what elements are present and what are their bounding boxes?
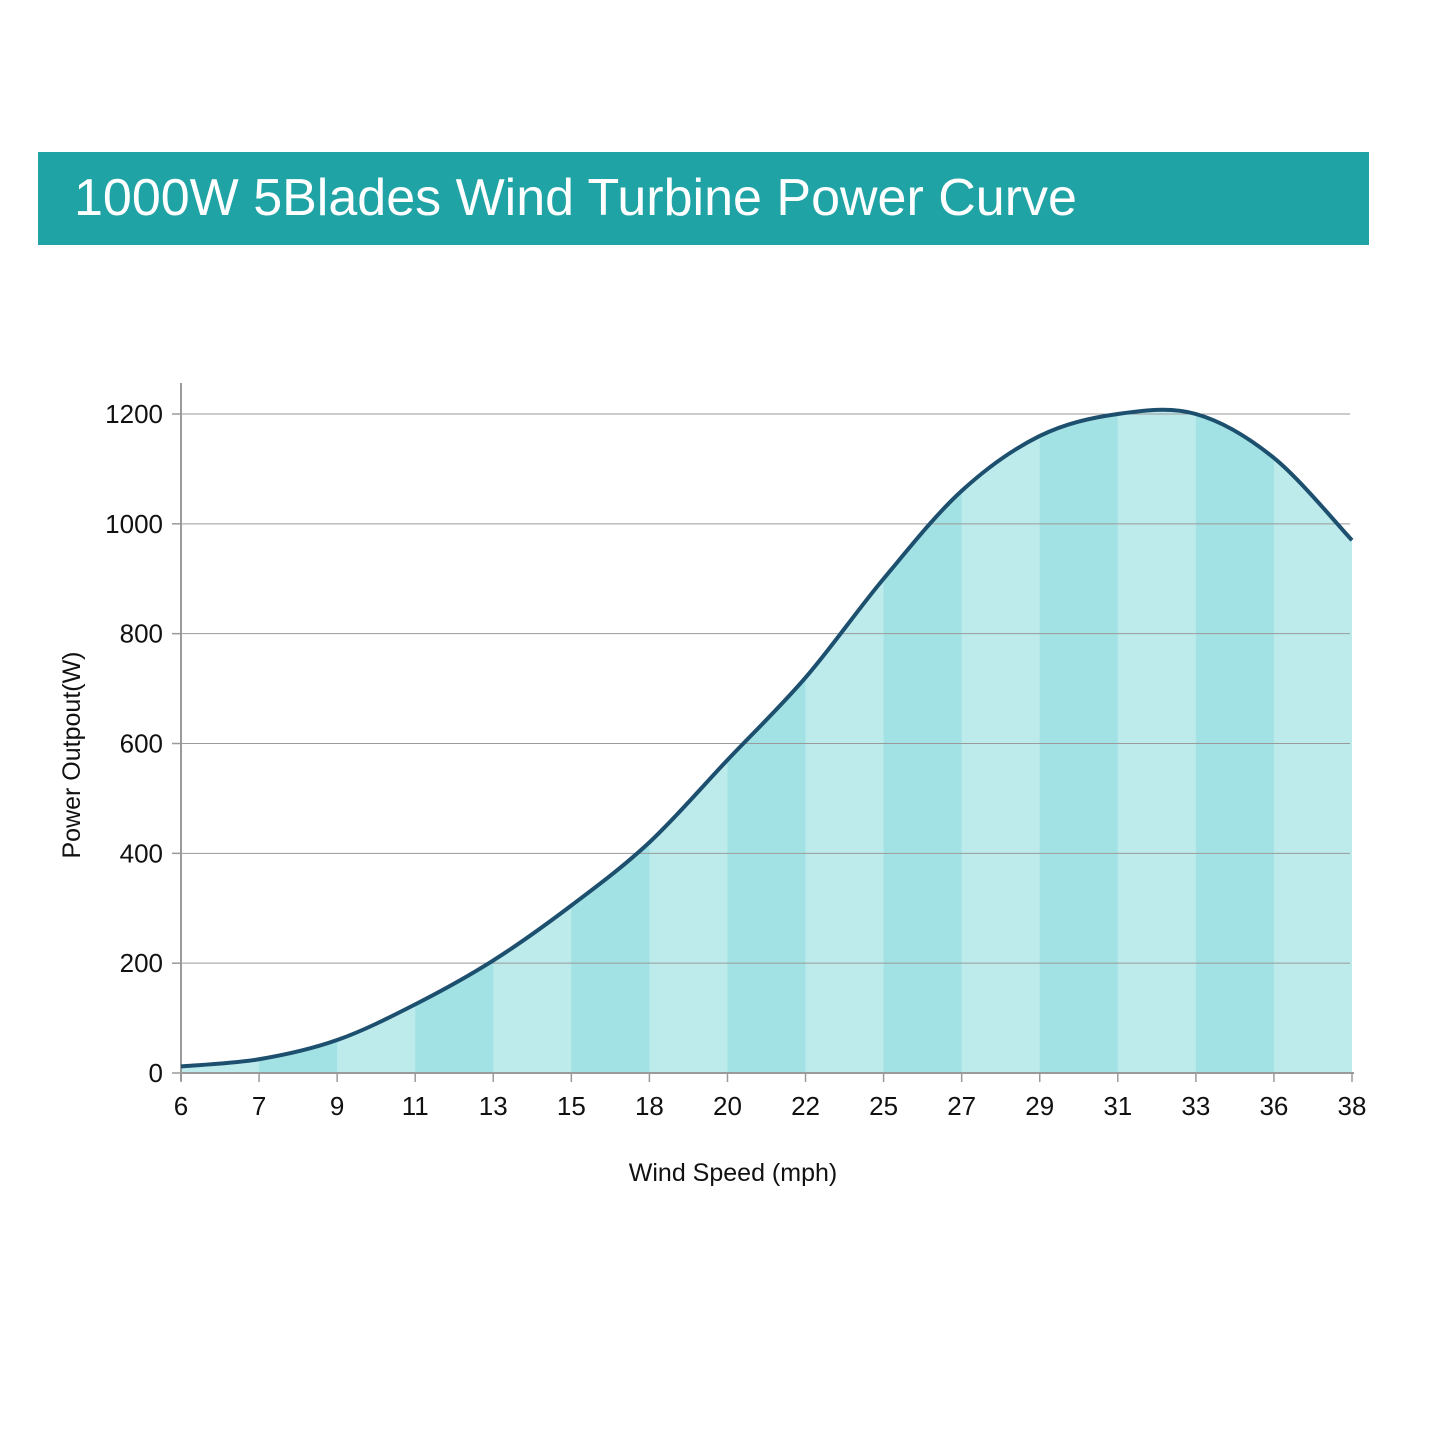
x-tick-label: 33 xyxy=(1181,1091,1210,1121)
area-bands xyxy=(181,409,1352,1073)
area-band xyxy=(649,409,728,1073)
x-tick-label: 9 xyxy=(330,1091,344,1121)
x-tick-label: 15 xyxy=(557,1091,586,1121)
x-tick-label: 11 xyxy=(402,1091,429,1121)
y-tick-labels: 0 200 400 600 800 1000 1200 xyxy=(105,399,163,1088)
x-tick-labels: 6 7 9 11 13 15 18 20 22 25 27 29 31 33 36 38 xyxy=(174,1091,1367,1121)
y-tick-label: 400 xyxy=(120,838,163,868)
area-band xyxy=(1039,409,1119,1073)
x-tick-label: 18 xyxy=(635,1091,664,1121)
area-band xyxy=(181,409,260,1073)
x-tick-label: 36 xyxy=(1259,1091,1288,1121)
x-tick-label: 6 xyxy=(174,1091,188,1121)
x-tick-label: 22 xyxy=(791,1091,820,1121)
x-tick-label: 31 xyxy=(1103,1091,1132,1121)
x-tick-label: 20 xyxy=(713,1091,742,1121)
x-tick-label: 29 xyxy=(1025,1091,1054,1121)
title-banner: 1000W 5Blades Wind Turbine Power Curve xyxy=(38,152,1369,245)
axes xyxy=(172,383,1354,1082)
x-tick-label: 7 xyxy=(252,1091,266,1121)
y-axis-title: Power Outpout(W) xyxy=(58,651,86,858)
gridlines xyxy=(181,413,1350,964)
area-band xyxy=(727,409,807,1073)
x-tick-label: 27 xyxy=(947,1091,976,1121)
y-tick-label: 600 xyxy=(120,729,163,759)
power-curve-line xyxy=(180,407,1354,1069)
x-tick-label: 25 xyxy=(869,1091,898,1121)
chart-title: 1000W 5Blades Wind Turbine Power Curve xyxy=(74,169,1077,227)
y-tick-label: 800 xyxy=(120,619,163,649)
y-tick-label: 1200 xyxy=(105,399,163,429)
area-band xyxy=(1117,409,1197,1073)
y-tick-label: 1000 xyxy=(105,509,163,539)
x-tick-label: 38 xyxy=(1338,1091,1367,1121)
area-band xyxy=(493,409,572,1073)
y-tick-label: 200 xyxy=(120,948,163,978)
x-tick-label: 13 xyxy=(479,1091,508,1121)
area-band xyxy=(337,409,416,1073)
area-band xyxy=(415,409,494,1073)
area-band xyxy=(805,409,885,1073)
area-band xyxy=(259,409,338,1073)
area-band xyxy=(1195,409,1275,1073)
y-tick-label: 0 xyxy=(149,1058,163,1088)
area-band xyxy=(883,409,963,1073)
x-axis-title: Wind Speed (mph) xyxy=(629,1159,837,1187)
area-band xyxy=(571,409,650,1073)
area-band xyxy=(961,409,1041,1073)
